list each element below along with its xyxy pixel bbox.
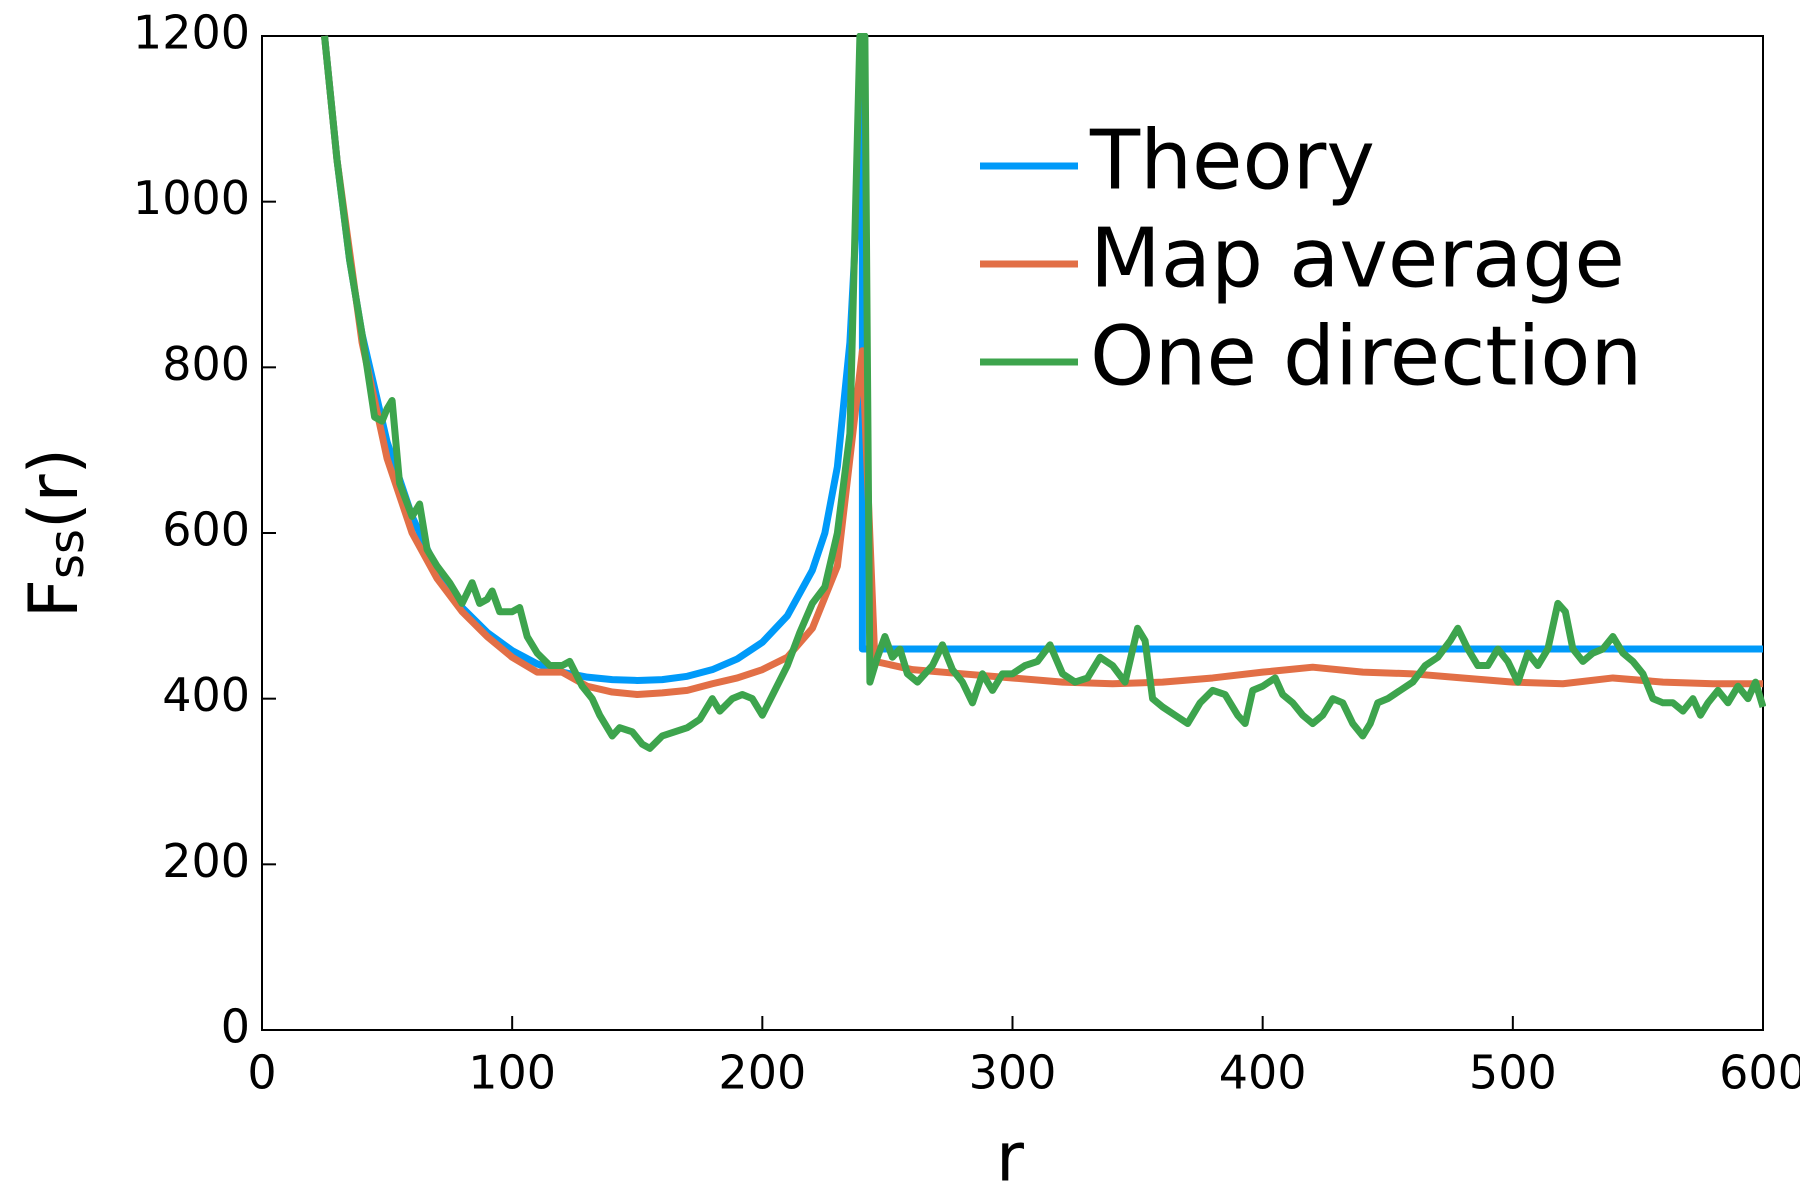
- y-tick-label: 200: [162, 834, 250, 888]
- y-axis-label: Fss(r): [15, 448, 95, 618]
- y-tick-label: 600: [162, 503, 250, 557]
- y-tick-label: 1000: [133, 171, 250, 225]
- y-label-sub: ss: [39, 529, 95, 579]
- x-tick-label: 300: [969, 1046, 1057, 1100]
- y-tick-label: 0: [221, 1000, 250, 1054]
- x-tick-label: 500: [1469, 1046, 1557, 1100]
- legend-label: One direction: [1090, 309, 1642, 404]
- series-line: [321, 33, 1766, 752]
- y-tick-label: 400: [162, 668, 250, 722]
- x-axis-label: r: [996, 1119, 1024, 1198]
- y-label-tail: (r): [15, 448, 94, 529]
- x-tick-label: 400: [1219, 1046, 1307, 1100]
- x-tick-label: 100: [468, 1046, 556, 1100]
- y-tick-label: 800: [162, 337, 250, 391]
- x-tick-label: 600: [1719, 1046, 1800, 1100]
- x-tick-label: 0: [247, 1046, 276, 1100]
- x-tick-label: 200: [718, 1046, 806, 1100]
- y-label-main: F: [15, 579, 94, 618]
- legend-label: Map average: [1090, 211, 1625, 306]
- legend-label: Theory: [1089, 113, 1375, 208]
- y-tick-label: 1200: [133, 6, 250, 60]
